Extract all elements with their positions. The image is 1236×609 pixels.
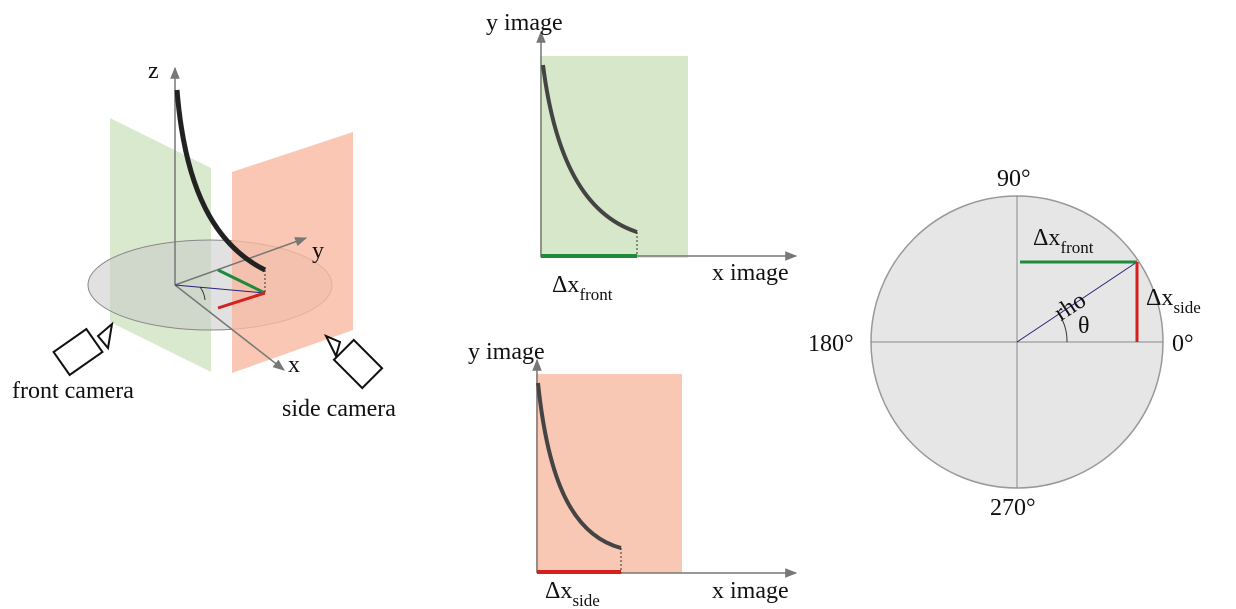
side-camera-icon [323,334,384,390]
scene: z y x front camera side camera [12,58,396,422]
front-camera-label: front camera [12,378,134,404]
z-label: z [148,58,159,84]
angle-270: 270° [990,495,1036,521]
side-plane [232,132,353,373]
delta-label: Δxside [545,578,600,609]
delta-sub: side [572,591,599,609]
y-label: y [312,238,324,264]
x-label: x image [712,578,789,604]
delta-sub: front [1060,238,1093,257]
angle-0: 0° [1172,331,1194,357]
y-axis [174,237,308,286]
delta-sub: front [579,285,612,304]
angle-arc [199,286,206,301]
curve [174,89,267,273]
front-camera-icon [52,321,114,377]
side-proj [217,291,266,310]
y-label: y image [468,339,545,365]
delta: Δx [545,578,572,604]
rho-line [1016,261,1138,343]
delta-sub: side [1173,298,1200,317]
theta-label: θ [1078,313,1090,339]
angle-180: 180° [808,331,854,357]
rho-line [174,284,266,294]
front-proj [217,268,266,295]
angle-90: 90° [997,166,1031,192]
delta-side-label: Δxside [1146,285,1201,317]
side-view: y image x image Δxside [468,339,798,609]
delta: Δx [1146,285,1173,311]
x-axis [174,284,285,371]
polar: 90° 180° 270° 0° rho θ Δxfront Δxside [808,166,1201,521]
curve [541,64,638,234]
delta-label: Δxfront [552,272,613,304]
front-image [540,56,688,258]
delta-front-label: Δxfront [1033,225,1094,257]
theta-arc [1058,313,1068,343]
y-label: y image [486,10,563,36]
curve [536,382,622,550]
delta: Δx [552,272,579,298]
side-camera-label: side camera [282,396,396,422]
delta: Δx [1033,225,1060,251]
x-label: x image [712,260,789,286]
side-image [536,374,682,573]
front-view: y image x image Δxfront [486,10,798,304]
x-label: x [288,352,300,378]
